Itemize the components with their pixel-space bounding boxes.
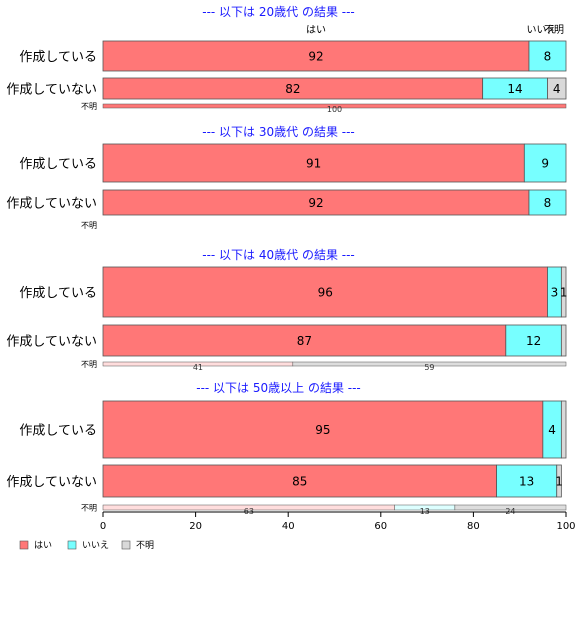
data-label: 87	[297, 334, 312, 348]
bar-segment-はい	[102, 266, 548, 318]
category-header: はい	[306, 24, 326, 36]
data-label: 82	[285, 82, 300, 96]
data-label: 1	[560, 286, 568, 300]
x-tick-label: 20	[189, 521, 202, 532]
x-tick-label: 80	[467, 521, 480, 532]
bar-segment-いいえ	[505, 324, 562, 357]
data-label: 96	[318, 286, 333, 300]
data-label: 92	[308, 50, 323, 64]
bar-segment-はい	[102, 400, 544, 459]
row-label: 不明	[81, 102, 97, 111]
row-label: 不明	[81, 360, 97, 369]
bar-segment-はい	[102, 324, 507, 357]
data-label: 85	[292, 475, 307, 489]
row-label: 作成していない	[6, 83, 97, 98]
bar-segment-不明	[560, 266, 567, 318]
x-tick-label: 40	[282, 521, 295, 532]
bar-segment-はい	[102, 189, 530, 216]
legend-label: 不明	[136, 540, 154, 551]
x-tick-label: 60	[374, 521, 387, 532]
bar-segment-いいえ	[528, 189, 567, 216]
data-label: 9	[541, 157, 549, 171]
data-label: 8	[544, 50, 552, 64]
row-label: 作成している	[19, 157, 97, 172]
data-label: 13	[519, 475, 534, 489]
bar-segment-はい	[102, 103, 567, 109]
category-header: 不明	[544, 24, 564, 36]
data-label: 4	[553, 82, 561, 96]
panel-title: --- 以下は 20歳代 の結果 ---	[202, 5, 355, 19]
x-tick-label: 0	[100, 521, 106, 532]
panel-title: --- 以下は 30歳代 の結果 ---	[202, 125, 355, 139]
bar-segment-いいえ	[528, 40, 567, 72]
bar-segment-不明	[547, 77, 567, 100]
data-label: 91	[306, 157, 321, 171]
row-label: 作成していない	[6, 475, 97, 490]
row-label: 作成している	[19, 286, 97, 301]
legend-swatch	[121, 540, 131, 550]
bar-segment-いいえ	[292, 361, 567, 367]
legend-label: いいえ	[82, 540, 109, 551]
x-tick-label: 100	[556, 521, 575, 532]
data-label: 4	[548, 423, 556, 437]
data-label: 8	[544, 196, 552, 210]
row-label: 不明	[81, 504, 97, 513]
panel-title: --- 以下は 40歳代 の結果 ---	[202, 248, 355, 262]
data-label: 100	[327, 105, 342, 114]
category-header: いいえ	[526, 24, 556, 36]
bar-segment-はい	[102, 40, 530, 72]
row-label: 作成している	[19, 424, 97, 439]
legend-swatch	[67, 540, 77, 550]
data-label: 1	[555, 475, 563, 489]
data-label: 92	[308, 196, 323, 210]
data-label: 3	[551, 286, 559, 300]
bar-segment-不明	[560, 400, 567, 459]
legend-label: はい	[34, 540, 52, 551]
row-label: 作成している	[19, 50, 97, 65]
data-label: 95	[315, 423, 330, 437]
row-label: 作成していない	[6, 335, 97, 350]
panel-title: --- 以下は 50歳以上 の結果 ---	[196, 381, 361, 395]
data-label: 14	[507, 82, 522, 96]
row-label: 不明	[81, 221, 97, 230]
bar-segment-不明	[560, 324, 567, 357]
data-label: 41	[193, 363, 203, 372]
bar-segment-いいえ	[523, 143, 567, 183]
bar-segment-不明	[454, 504, 567, 511]
data-label: 12	[526, 334, 541, 348]
row-label: 作成していない	[6, 197, 97, 212]
legend-swatch	[19, 540, 29, 550]
bar-segment-不明	[556, 464, 562, 498]
data-label: 59	[424, 363, 434, 372]
